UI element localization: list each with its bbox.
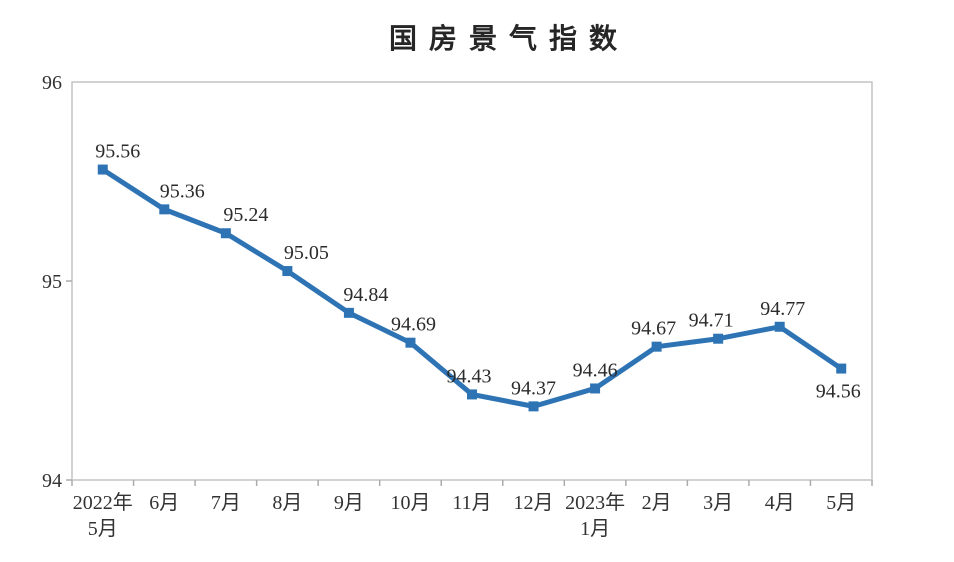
data-point-label: 94.46	[573, 359, 618, 381]
data-point-marker	[159, 204, 170, 215]
y-axis-label: 94	[42, 470, 62, 492]
data-point-marker	[713, 333, 724, 344]
y-axis-label: 95	[42, 271, 62, 293]
x-axis-label: 2023年 1月	[565, 491, 625, 540]
x-axis-label: 11月	[452, 492, 491, 514]
data-point-label: 95.56	[95, 141, 140, 163]
x-axis-label: 4月	[765, 492, 795, 514]
x-axis-label: 9月	[334, 492, 364, 514]
x-axis-label: 8月	[272, 492, 302, 514]
data-point-marker	[528, 401, 539, 412]
data-point-marker	[836, 363, 847, 374]
data-point-label: 94.84	[343, 284, 388, 306]
data-point-label: 94.37	[511, 377, 556, 399]
x-axis-label: 5月	[826, 492, 856, 514]
data-point-label: 95.36	[160, 180, 205, 202]
data-point-marker	[590, 383, 601, 394]
data-point-label: 94.67	[631, 318, 676, 340]
x-axis-label: 3月	[703, 492, 733, 514]
data-point-marker	[282, 266, 293, 277]
data-point-label: 94.77	[760, 298, 805, 320]
data-point-marker	[467, 389, 477, 400]
x-axis-label: 2022年 5月	[73, 491, 133, 540]
data-point-label: 94.71	[689, 310, 734, 332]
y-axis-label: 96	[42, 72, 62, 94]
data-point-label: 95.24	[223, 204, 268, 226]
data-point-marker	[405, 337, 416, 348]
x-axis-label: 10月	[390, 492, 430, 514]
data-point-marker	[343, 307, 354, 318]
data-point-marker	[97, 164, 108, 175]
x-axis-label: 2月	[642, 492, 672, 514]
chart-title: 国房景气指数	[388, 23, 629, 54]
plot-border	[71, 81, 873, 481]
x-axis-label: 12月	[514, 492, 554, 514]
data-point-label: 94.56	[816, 381, 861, 403]
data-point-marker	[774, 321, 785, 332]
data-point-label: 95.05	[284, 242, 329, 264]
x-axis-label: 6月	[149, 492, 179, 514]
x-axis-label: 7月	[211, 492, 241, 514]
data-point-label: 94.43	[447, 365, 492, 387]
data-point-marker	[651, 341, 662, 352]
data-point-marker	[220, 228, 231, 239]
data-point-label: 94.69	[391, 314, 436, 336]
